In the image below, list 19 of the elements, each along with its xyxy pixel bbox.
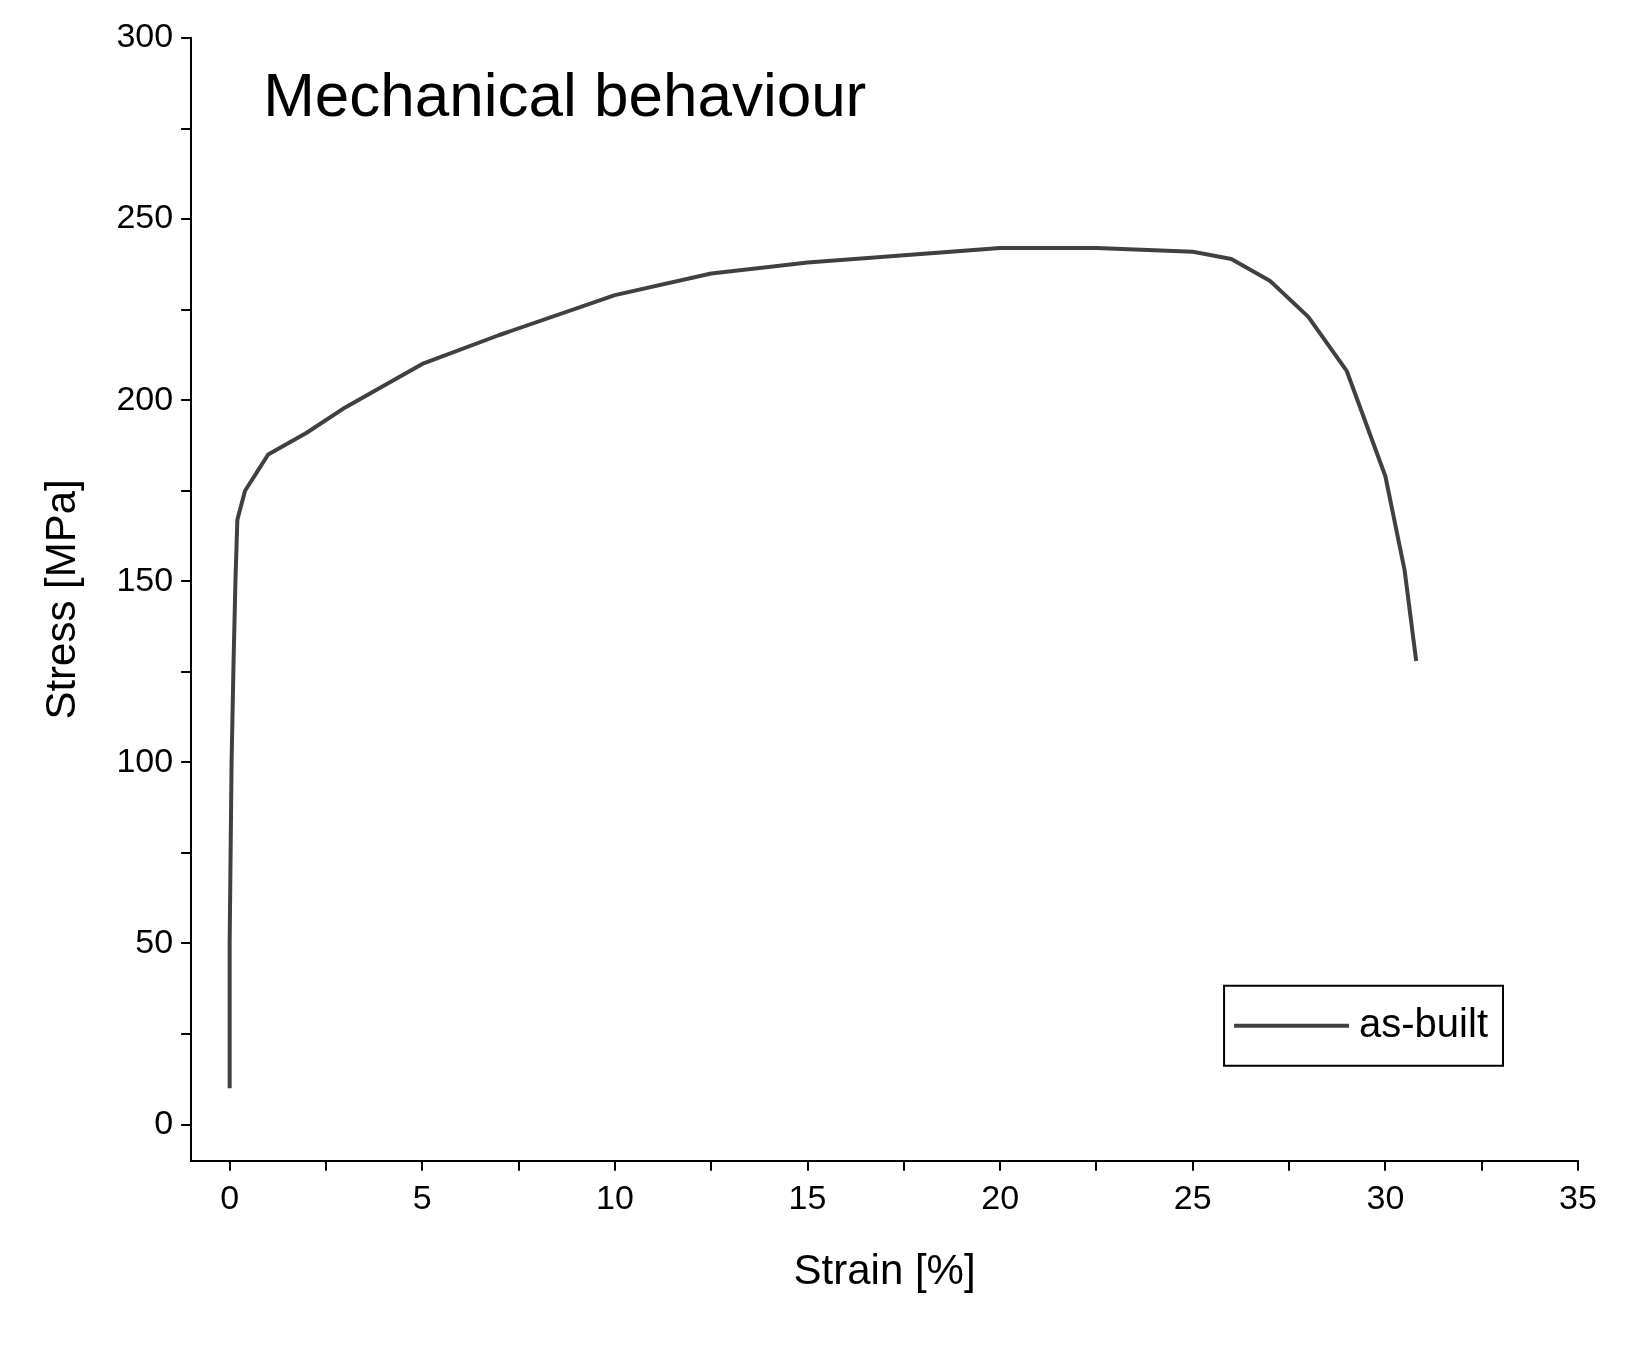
- y-tick-label: 250: [116, 197, 174, 236]
- chart-title: Mechanical behaviour: [263, 60, 867, 130]
- x-tick-label: 10: [595, 1177, 634, 1216]
- x-tick-label: 20: [981, 1177, 1020, 1216]
- x-tick-label: 5: [412, 1177, 432, 1216]
- x-tick-label: 35: [1559, 1177, 1597, 1216]
- y-tick-label: 300: [116, 16, 174, 55]
- y-tick-label: 200: [116, 378, 174, 417]
- y-tick-label: 100: [116, 740, 174, 779]
- x-axis-title: Strain [%]: [793, 1246, 976, 1294]
- x-tick-label: 15: [788, 1177, 827, 1216]
- x-tick-label: 30: [1366, 1177, 1405, 1216]
- x-tick-label: 25: [1173, 1177, 1212, 1216]
- y-axis-title: Stress [MPa]: [36, 479, 84, 720]
- x-tick-label: 0: [220, 1177, 240, 1216]
- y-tick-label: 150: [116, 559, 174, 598]
- y-tick-label: 0: [154, 1102, 174, 1141]
- y-tick-label: 50: [135, 921, 174, 960]
- legend-label: as-built: [1359, 1000, 1489, 1045]
